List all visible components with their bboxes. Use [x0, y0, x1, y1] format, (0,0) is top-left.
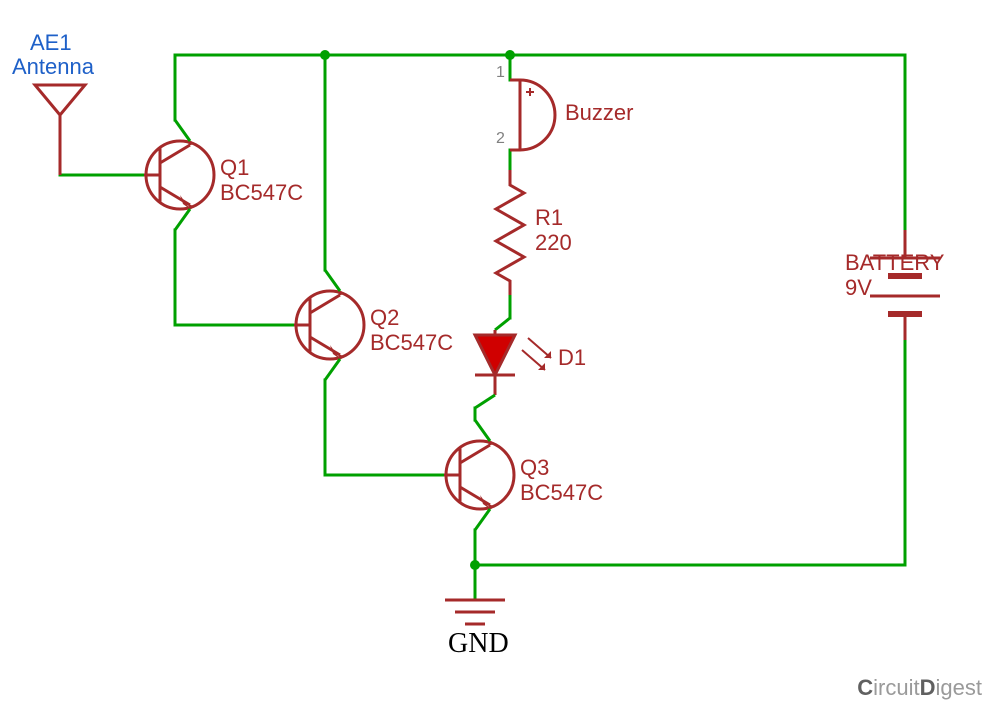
footer-c: D [920, 675, 936, 700]
q3-val: BC547C [520, 480, 603, 505]
antenna-symbol [35, 85, 85, 175]
battery-val: 9V [845, 275, 872, 300]
buzzer-symbol [510, 80, 555, 150]
led-d1 [475, 318, 551, 408]
buzzer-pin1: 1 [496, 64, 505, 82]
d1-ref: D1 [558, 345, 586, 370]
footer-a: C [857, 675, 873, 700]
q1-val: BC547C [220, 180, 303, 205]
transistor-q2 [294, 270, 364, 380]
transistor-q1 [144, 120, 214, 230]
footer-watermark: CircuitDigest [857, 675, 982, 701]
buzzer-ref: Buzzer [565, 100, 633, 125]
r1-val: 220 [535, 230, 572, 255]
r1-ref: R1 [535, 205, 563, 230]
circuit-schematic [0, 0, 1000, 713]
gnd-label: GND [448, 628, 509, 660]
battery-symbol [870, 230, 940, 340]
q3-ref: Q3 [520, 455, 549, 480]
antenna-ref: AE1 [30, 30, 72, 55]
resistor-r1 [496, 170, 524, 295]
footer-b: ircuit [873, 675, 919, 700]
battery-ref: BATTERY [845, 250, 944, 275]
footer-d: igest [936, 675, 982, 700]
ground-symbol [445, 600, 505, 624]
transistor-q3 [444, 420, 514, 530]
antenna-val: Antenna [12, 54, 94, 79]
q2-ref: Q2 [370, 305, 399, 330]
q1-ref: Q1 [220, 155, 249, 180]
buzzer-pin2: 2 [496, 130, 505, 148]
q2-val: BC547C [370, 330, 453, 355]
